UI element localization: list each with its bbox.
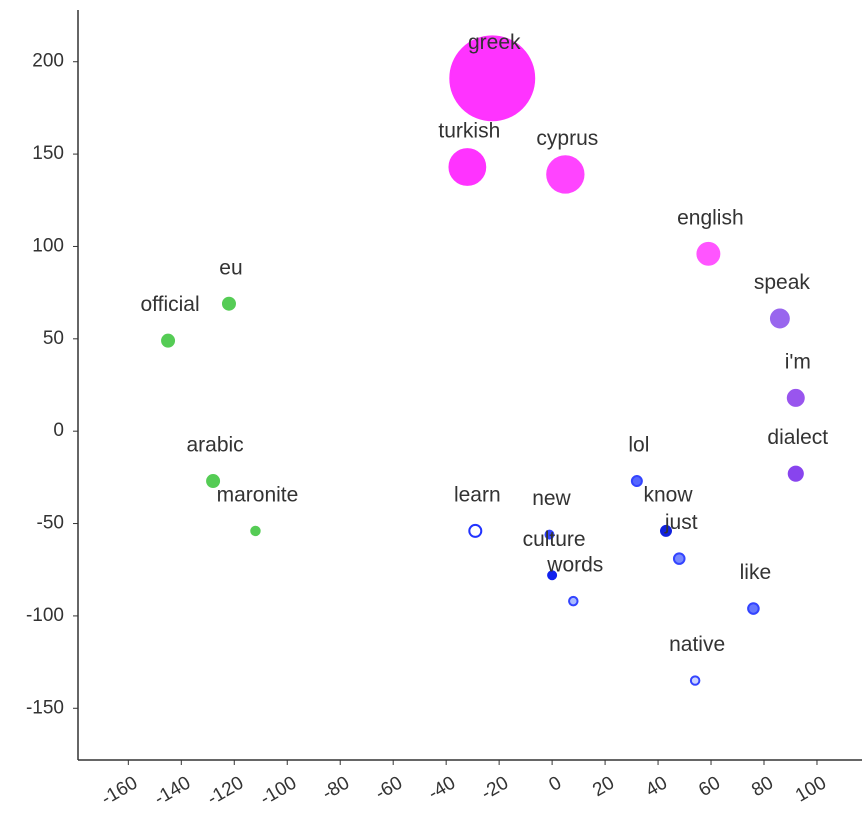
x-tick-label: 20: [589, 772, 618, 801]
y-tick-label: 100: [32, 235, 64, 256]
point-label: learn: [454, 483, 501, 506]
point: [786, 388, 805, 407]
point: [544, 529, 555, 540]
point-label: official: [140, 293, 199, 316]
point-label: speak: [754, 271, 811, 294]
point-label: dialect: [767, 426, 828, 449]
point-label: greek: [468, 31, 521, 54]
y-tick-label: -50: [37, 513, 64, 534]
x-tick-label: -60: [372, 772, 406, 804]
point: [696, 241, 721, 266]
point: [747, 602, 760, 615]
x-tick-label: 0: [545, 772, 565, 795]
x-tick-label: -20: [478, 772, 512, 804]
y-tick-label: -150: [26, 697, 64, 718]
point-label: native: [669, 633, 725, 656]
x-tick-label: -120: [204, 772, 247, 809]
point: [660, 524, 672, 537]
x-tick-label: 60: [695, 772, 724, 801]
point: [250, 525, 261, 537]
point: [568, 595, 579, 607]
y-tick-label: 200: [32, 51, 64, 72]
x-tick-label: 80: [748, 772, 777, 801]
point-label: culture: [523, 528, 586, 551]
point-label: maronite: [217, 483, 299, 506]
point: [161, 333, 176, 348]
point: [769, 308, 790, 329]
point-label: cyprus: [536, 127, 598, 150]
point-label: words: [546, 554, 603, 577]
point-label: english: [677, 206, 744, 229]
x-tick-label: -160: [98, 772, 141, 809]
point: [546, 155, 585, 194]
y-tick-label: -100: [26, 605, 64, 626]
x-tick-label: -40: [425, 772, 459, 804]
y-tick-label: 150: [32, 143, 64, 164]
point-label: i'm: [785, 350, 811, 373]
point: [448, 148, 487, 186]
point: [449, 35, 536, 122]
x-tick-label: 40: [642, 772, 671, 801]
point: [630, 475, 643, 488]
point: [547, 570, 558, 581]
x-tick-label: -140: [151, 772, 194, 809]
point: [221, 296, 236, 311]
x-tick-label: 100: [792, 772, 830, 806]
point-label: eu: [219, 256, 242, 279]
y-tick-label: 0: [53, 420, 64, 441]
point-label: like: [740, 561, 772, 584]
point-label: arabic: [186, 434, 243, 457]
x-tick-label: -100: [257, 772, 300, 809]
x-tick-label: -80: [319, 772, 353, 804]
y-tick-label: 50: [43, 328, 64, 349]
point-label: just: [664, 511, 698, 534]
point: [672, 552, 686, 565]
point: [689, 675, 701, 686]
point-label: new: [532, 487, 571, 510]
point-label: turkish: [438, 120, 500, 143]
point-label: lol: [628, 434, 649, 457]
point-label: know: [643, 483, 693, 506]
point: [206, 474, 221, 489]
point: [787, 465, 804, 482]
point: [468, 523, 483, 538]
